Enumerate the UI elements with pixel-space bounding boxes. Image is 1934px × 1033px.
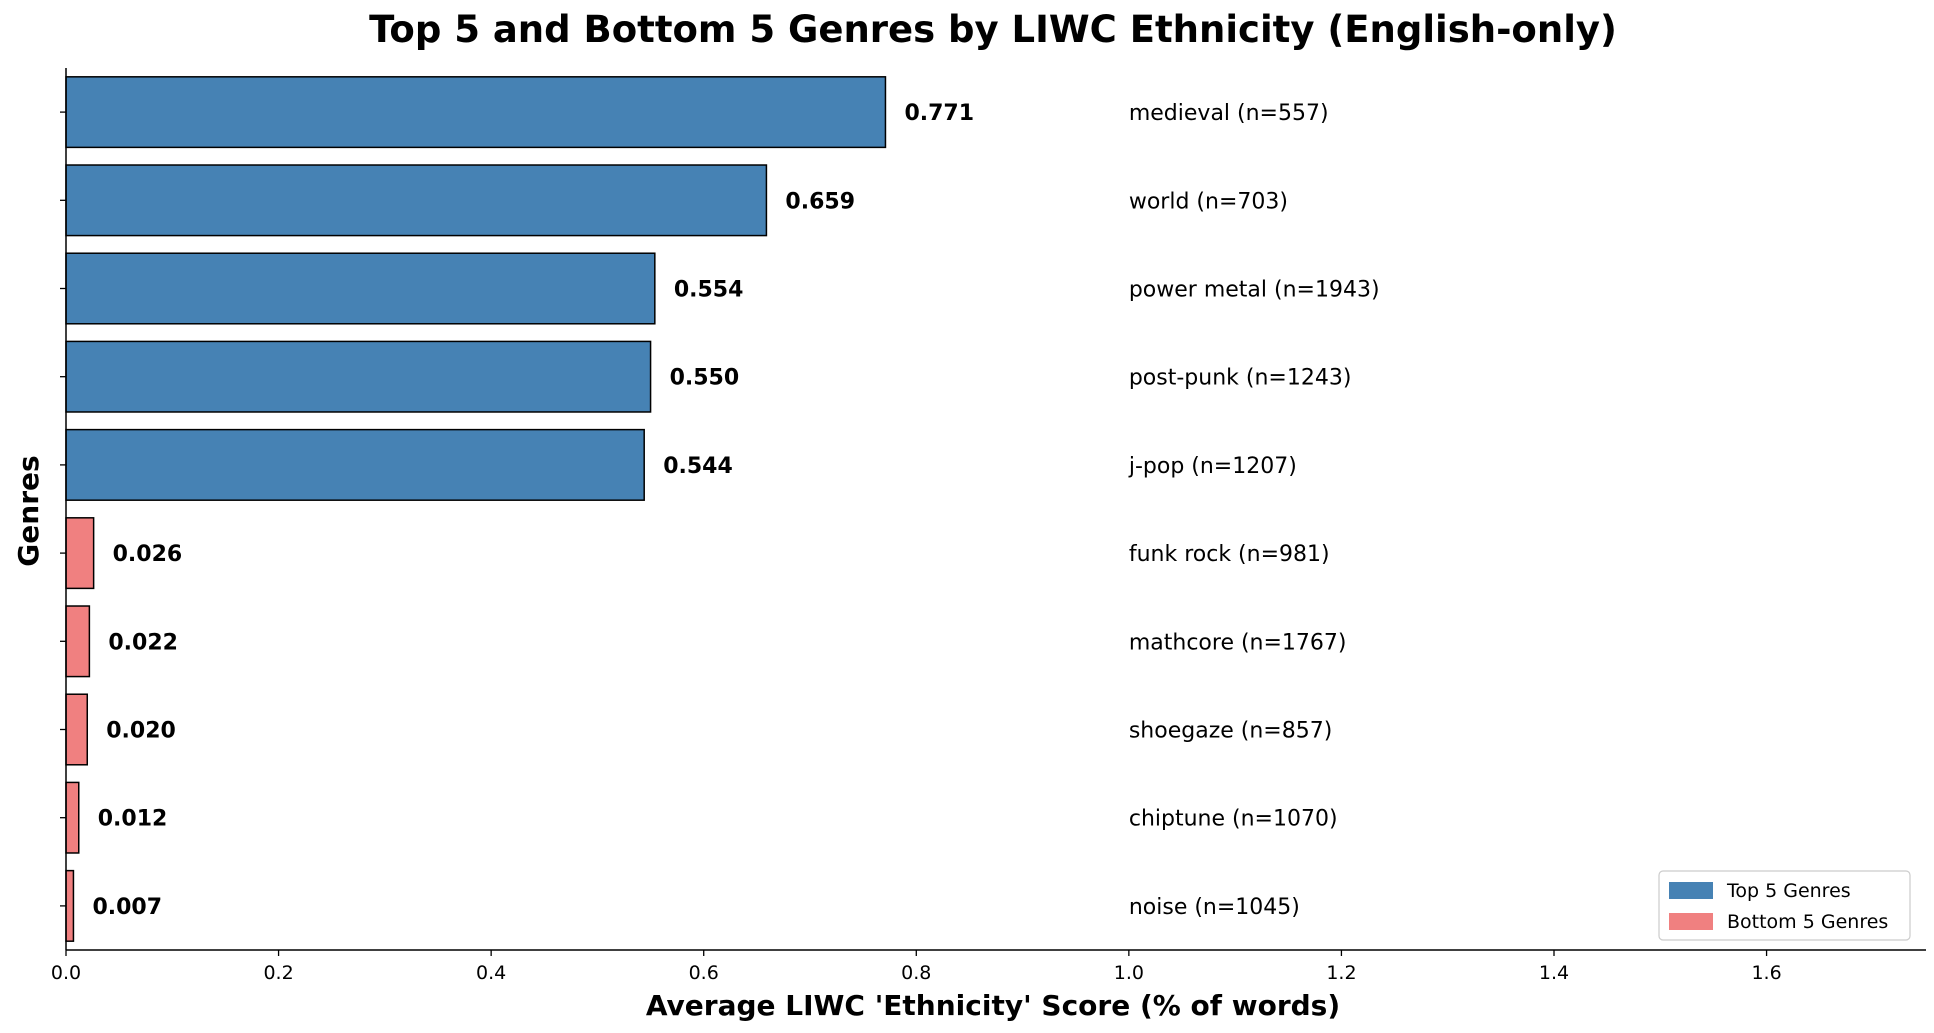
axes-group: 0.0 0.2 0.4 0.6 0.8 1.0 1.2 1.4 1.6 <box>51 68 1926 984</box>
genre-label-1: world (n=703) <box>1129 189 1288 214</box>
genre-label-7: shoegaze (n=857) <box>1129 719 1332 744</box>
legend: Top 5 Genres Bottom 5 Genres <box>1658 870 1911 941</box>
chart-title: Top 5 and Bottom 5 Genres by LIWC Ethnic… <box>369 8 1617 51</box>
x-tick-label-7: 1.4 <box>1539 962 1569 984</box>
genre-label-0: medieval (n=557) <box>1129 101 1329 126</box>
bar-5 <box>65 517 95 590</box>
bar-value-label-3: 0.550 <box>670 366 740 391</box>
x-tick-label-5: 1.0 <box>1114 962 1144 984</box>
bar-3 <box>65 340 652 413</box>
x-tick-label-3: 0.6 <box>689 962 719 984</box>
bar-value-label-9: 0.007 <box>92 895 162 920</box>
bar-value-label-8: 0.012 <box>98 807 168 832</box>
x-tick-label-6: 1.2 <box>1326 962 1356 984</box>
bar-value-label-7: 0.020 <box>106 719 176 744</box>
bar-value-label-1: 0.659 <box>785 189 855 214</box>
legend-label-bottom: Bottom 5 Genres <box>1727 911 1888 933</box>
genre-label-3: post-punk (n=1243) <box>1129 366 1352 391</box>
legend-box <box>1658 870 1911 941</box>
bar-7 <box>65 693 89 766</box>
x-tick-label-8: 1.6 <box>1751 962 1781 984</box>
bar-1 <box>65 164 768 237</box>
bar-0 <box>65 76 887 149</box>
bar-value-label-2: 0.554 <box>674 278 744 303</box>
bar-6 <box>65 605 91 678</box>
bar-value-label-5: 0.026 <box>113 542 183 567</box>
legend-label-top: Top 5 Genres <box>1726 880 1851 902</box>
x-tick-label-0: 0.0 <box>51 962 81 984</box>
bar-value-label-6: 0.022 <box>108 630 178 655</box>
genre-label-5: funk rock (n=981) <box>1129 542 1330 567</box>
legend-swatch-bottom <box>1669 913 1713 930</box>
genre-label-4: j-pop (n=1207) <box>1128 454 1297 479</box>
bar-2 <box>65 252 656 325</box>
genre-label-9: noise (n=1045) <box>1129 895 1300 920</box>
bar-value-label-4: 0.544 <box>663 454 733 479</box>
y-axis-label: Genres <box>12 455 45 566</box>
x-tick-label-2: 0.4 <box>476 962 506 984</box>
genre-label-6: mathcore (n=1767) <box>1129 630 1347 655</box>
genre-label-2: power metal (n=1943) <box>1129 278 1380 303</box>
bar-value-label-0: 0.771 <box>904 101 974 126</box>
legend-swatch-top <box>1669 882 1713 899</box>
bars-group: 0.771 medieval (n=557) 0.659 world (n=703) 0… <box>65 76 1380 942</box>
x-tick-label-4: 0.8 <box>901 962 931 984</box>
x-tick-label-1: 0.2 <box>263 962 293 984</box>
genre-label-8: chiptune (n=1070) <box>1129 807 1338 832</box>
bar-9 <box>65 869 75 942</box>
x-axis-label: Average LIWC 'Ethnicity' Score (% of wor… <box>646 989 1340 1022</box>
bar-4 <box>65 428 645 501</box>
bar-8 <box>65 781 80 854</box>
